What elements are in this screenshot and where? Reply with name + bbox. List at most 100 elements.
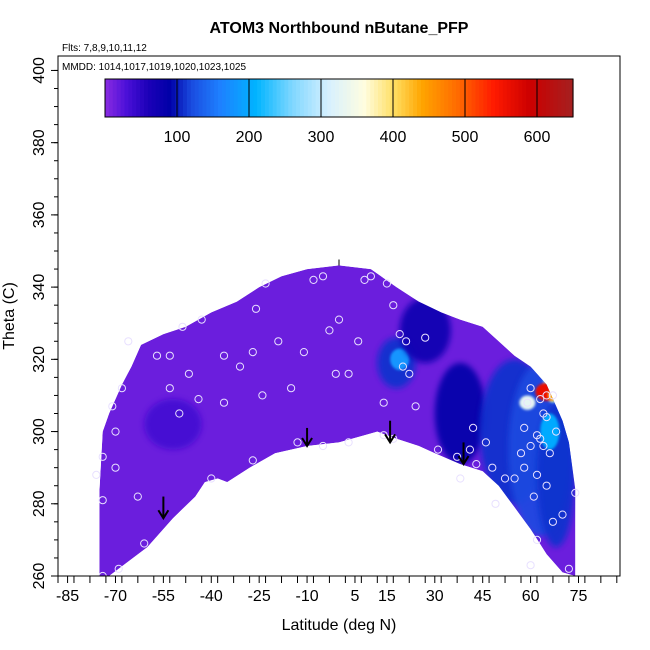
sample-point (481, 438, 490, 447)
colorbar-cell (385, 79, 391, 117)
flights-label: Flts: 7,8,9,10,11,12 (62, 43, 147, 54)
anomaly-patch (144, 399, 202, 450)
colorbar-cell (401, 79, 406, 117)
colorbar-tick-label: 300 (308, 129, 335, 146)
tropopause-arrow (157, 496, 170, 521)
colorbar-cell (206, 79, 211, 117)
colorbar-tick-label: 500 (452, 129, 479, 146)
x-tick-label: -10 (296, 588, 319, 605)
colorbar-cell (292, 79, 297, 117)
sample-point (389, 301, 398, 310)
colorbar-cell (303, 79, 309, 117)
sample-point (539, 441, 548, 451)
colorbar-cell (222, 79, 227, 117)
colorbar-cell (288, 79, 293, 117)
sample-point (395, 330, 404, 339)
sample-point (235, 362, 245, 371)
tropopause-arrow (457, 442, 470, 466)
sample-point (152, 351, 162, 360)
x-tick-label: 30 (426, 588, 444, 605)
sample-point (219, 351, 229, 360)
colorbar-cell (354, 79, 360, 117)
colorbar-cell (140, 79, 145, 117)
colorbar-cell (537, 79, 543, 117)
colorbar-cell (510, 79, 516, 117)
colorbar-cell (389, 79, 395, 117)
colorbar-cell (346, 79, 352, 117)
x-tick-label: 75 (570, 588, 588, 605)
x-axis: -85 -70 -55 -40 -25 -10 5 15 30 45 60 75 (56, 576, 618, 605)
sample-point (108, 402, 117, 411)
colorbar-cell (518, 79, 523, 117)
colorbar-cell (569, 79, 574, 117)
sample-point (526, 561, 535, 570)
anomaly-patch (399, 297, 451, 363)
colorbar-cell (323, 79, 328, 117)
sample-point (344, 369, 353, 378)
colorbar-cell (186, 79, 192, 117)
x-tick-label: -85 (56, 588, 79, 605)
colorbar-cell (456, 79, 461, 117)
colorbar-cell (136, 79, 141, 117)
sample-point (469, 423, 478, 432)
sample-point (165, 384, 174, 393)
anomaly-patch (519, 395, 536, 410)
sample-point (325, 326, 334, 335)
colorbar-cell (413, 79, 418, 117)
sample-point (251, 304, 261, 313)
colorbar-cell (241, 79, 246, 117)
colorbar-cell (467, 79, 473, 117)
colorbar-cell (479, 79, 484, 117)
y-tick-label: 400 (31, 57, 48, 84)
colorbar-cell (541, 79, 547, 117)
colorbar-cell (565, 79, 570, 117)
sample-point (558, 510, 567, 519)
y-tick-label: 360 (31, 201, 48, 228)
colorbar-cell (350, 79, 356, 117)
colorbar-tick-label: 100 (164, 129, 191, 146)
colorbar-cell (459, 79, 465, 117)
concentration-field (99, 265, 576, 576)
colorbar-cell (417, 79, 422, 117)
sample-point (248, 348, 257, 357)
colorbar-cell (487, 79, 492, 117)
y-tick-label: 280 (31, 490, 48, 517)
colorbar-cell (522, 79, 527, 117)
colorbar-cell (210, 79, 215, 117)
sample-point (331, 369, 340, 378)
sample-point (564, 564, 574, 573)
sample-point (526, 384, 535, 393)
colorbar-cell (362, 79, 367, 117)
sample-point (421, 333, 430, 342)
colorbar-cell (218, 79, 223, 117)
colorbar-cell (116, 79, 122, 117)
sample-point (472, 460, 481, 469)
y-axis: 260 280 300 320 340 360 380 400 (31, 57, 58, 589)
sample-point (360, 275, 369, 284)
x-tick-label: 5 (351, 588, 360, 605)
sample-point (194, 395, 203, 404)
tropopause-arrow (301, 427, 313, 448)
x-tick-label: 60 (522, 588, 540, 605)
sample-point (539, 409, 548, 418)
sample-point (532, 535, 542, 545)
sample-point (536, 395, 545, 404)
colorbar-cell (307, 79, 313, 117)
sample-point (258, 391, 267, 400)
colorbar-cell (374, 79, 379, 117)
colorbar-cell (280, 79, 285, 117)
colorbar-cell (452, 79, 457, 117)
sample-point (299, 348, 308, 357)
colorbar-cell (272, 79, 278, 117)
sample-point (516, 449, 526, 458)
field-base (99, 265, 576, 576)
sample-point (165, 351, 174, 360)
colorbar-cell (296, 79, 301, 117)
sample-point (261, 279, 270, 288)
colorbar-cell (233, 79, 239, 117)
sample-point (274, 337, 283, 346)
colorbar-cell (366, 79, 371, 117)
colorbar-cell (502, 79, 508, 117)
sample-point (334, 315, 344, 324)
colorbar-cell (264, 79, 270, 117)
